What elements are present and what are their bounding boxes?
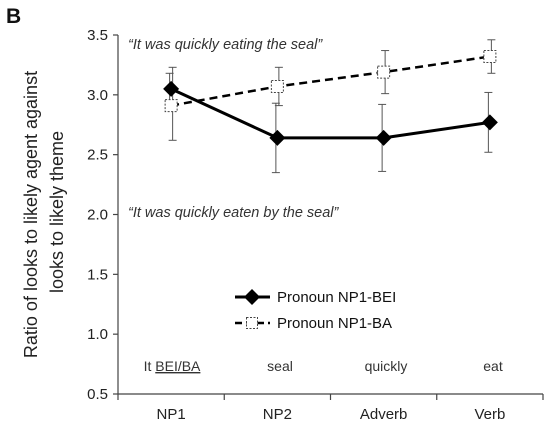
data-point (378, 66, 390, 78)
data-point (163, 81, 179, 97)
annotation-top: “It was quickly eating the seal” (128, 37, 323, 53)
word-underlined: BEI/BA (155, 358, 201, 374)
x-category-label: Verb (474, 406, 505, 423)
y-tick-label: 3.5 (87, 27, 108, 44)
y-axis-label-line-2: looks to likely theme (47, 131, 67, 293)
x-category-label: NP2 (263, 406, 292, 423)
series-line (171, 89, 490, 138)
legend-label-bei: Pronoun NP1-BEI (277, 289, 396, 306)
series-line (171, 57, 490, 106)
word-label-adverb: quickly (365, 358, 408, 374)
data-point (376, 130, 392, 146)
data-point (271, 80, 283, 92)
data-point (484, 51, 496, 63)
word-prefix: It (144, 358, 156, 374)
y-tick-label: 0.5 (87, 386, 108, 403)
panel-label: B (6, 5, 21, 28)
y-tick-label: 2.5 (87, 147, 108, 164)
data-point (482, 114, 498, 130)
legend: Pronoun NP1-BEI Pronoun NP1-BA (235, 289, 396, 332)
word-label-verb: eat (483, 358, 503, 374)
y-axis-label-line-1: Ratio of looks to likely agent against (21, 71, 41, 358)
y-tick-label: 3.0 (87, 87, 108, 104)
legend-label-ba: Pronoun NP1-BA (277, 315, 392, 332)
y-tick-label: 1.5 (87, 266, 108, 283)
legend-marker-bei (244, 289, 260, 305)
legend-marker-ba (247, 318, 258, 329)
y-tick-label: 2.0 (87, 207, 108, 224)
y-axis-label: Ratio of looks to likely agent against l… (21, 66, 67, 358)
word-label-np1: It BEI/BA (144, 358, 201, 374)
data-point (269, 130, 285, 146)
data-point (165, 100, 177, 112)
y-tick-label: 1.0 (87, 326, 108, 343)
x-axis: NP1 NP2 Adverb Verb (118, 394, 543, 423)
annotation-bottom: “It was quickly eaten by the seal” (128, 205, 340, 221)
word-label-np2: seal (267, 358, 293, 374)
series-layer (163, 40, 498, 173)
x-category-label: NP1 (157, 406, 186, 423)
x-category-label: Adverb (360, 406, 408, 423)
y-ticks: 0.5 1.0 1.5 2.0 2.5 3.0 3.5 (87, 27, 118, 403)
